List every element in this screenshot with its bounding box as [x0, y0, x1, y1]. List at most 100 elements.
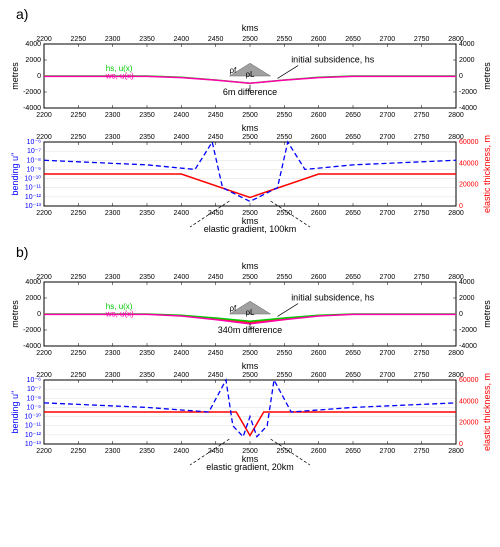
svg-text:2550: 2550 [277, 36, 293, 43]
ylabel-right: metres [482, 62, 492, 90]
svg-text:2550: 2550 [277, 350, 293, 357]
rho-l-label: ρL [246, 70, 256, 79]
svg-text:2550: 2550 [277, 112, 293, 119]
svg-text:-4000: -4000 [459, 343, 477, 350]
svg-text:0: 0 [459, 73, 463, 80]
gradient-label: elastic gradient, 20km [206, 462, 294, 472]
svg-text:2500: 2500 [242, 134, 258, 141]
svg-text:2650: 2650 [345, 274, 361, 281]
svg-text:2500: 2500 [242, 350, 258, 357]
svg-text:2450: 2450 [208, 372, 224, 379]
svg-text:10⁻¹²: 10⁻¹² [25, 432, 42, 439]
svg-text:2400: 2400 [174, 134, 190, 141]
svg-text:2000: 2000 [25, 295, 41, 302]
svg-text:60000: 60000 [459, 139, 479, 146]
svg-text:2650: 2650 [345, 350, 361, 357]
xlabel-top: kms [242, 123, 259, 133]
svg-text:2450: 2450 [208, 134, 224, 141]
xlabel-top: kms [242, 361, 259, 371]
svg-text:10⁻¹³: 10⁻¹³ [25, 203, 42, 210]
ws-legend: ws, u(x) [105, 71, 134, 80]
svg-text:2000: 2000 [459, 57, 475, 64]
svg-text:10⁻⁶: 10⁻⁶ [27, 139, 41, 146]
rho-f-label: ρf [229, 66, 237, 75]
svg-text:-2000: -2000 [23, 327, 41, 334]
svg-text:2650: 2650 [345, 112, 361, 119]
svg-text:2700: 2700 [380, 274, 396, 281]
svg-text:2750: 2750 [414, 210, 430, 217]
svg-text:2700: 2700 [380, 372, 396, 379]
svg-text:2350: 2350 [139, 372, 155, 379]
svg-text:2650: 2650 [345, 210, 361, 217]
svg-text:2350: 2350 [139, 448, 155, 455]
svg-text:10⁻¹⁰: 10⁻¹⁰ [24, 175, 41, 183]
svg-text:2750: 2750 [414, 134, 430, 141]
svg-text:2300: 2300 [105, 112, 121, 119]
gradient-label: elastic gradient, 100km [204, 224, 297, 234]
svg-text:2300: 2300 [105, 274, 121, 281]
svg-text:2250: 2250 [71, 350, 87, 357]
svg-text:2200: 2200 [36, 210, 52, 217]
svg-text:2500: 2500 [242, 112, 258, 119]
svg-text:2450: 2450 [208, 350, 224, 357]
svg-text:10⁻¹⁰: 10⁻¹⁰ [24, 413, 41, 421]
svg-text:-4000: -4000 [459, 105, 477, 112]
panel-b-top-chart: kms2200220022502250230023002350235024002… [8, 260, 492, 360]
svg-text:2600: 2600 [311, 448, 327, 455]
svg-text:2800: 2800 [448, 112, 464, 119]
svg-text:2250: 2250 [71, 36, 87, 43]
svg-text:-2000: -2000 [23, 89, 41, 96]
svg-text:2500: 2500 [242, 372, 258, 379]
xlabel-top: kms [242, 261, 259, 271]
svg-text:2400: 2400 [174, 274, 190, 281]
svg-text:2750: 2750 [414, 36, 430, 43]
svg-text:10⁻⁹: 10⁻⁹ [27, 166, 41, 173]
ylabel-right: elastic thickness, m [482, 373, 492, 451]
svg-text:60000: 60000 [459, 377, 479, 384]
svg-text:2500: 2500 [242, 274, 258, 281]
svg-text:20000: 20000 [459, 420, 479, 427]
svg-text:2400: 2400 [174, 350, 190, 357]
svg-text:2600: 2600 [311, 372, 327, 379]
svg-text:10⁻⁸: 10⁻⁸ [27, 395, 41, 402]
svg-text:2000: 2000 [459, 295, 475, 302]
ylabel-left: metres [10, 300, 20, 328]
svg-text:2600: 2600 [311, 350, 327, 357]
ylabel-right: metres [482, 300, 492, 328]
subsidence-label: initial subsidence, hs [291, 292, 375, 302]
svg-text:40000: 40000 [459, 160, 479, 167]
svg-text:2800: 2800 [448, 210, 464, 217]
svg-text:2700: 2700 [380, 210, 396, 217]
svg-text:2750: 2750 [414, 112, 430, 119]
svg-text:-4000: -4000 [23, 343, 41, 350]
svg-text:2700: 2700 [380, 350, 396, 357]
svg-text:2300: 2300 [105, 350, 121, 357]
svg-text:2350: 2350 [139, 210, 155, 217]
panel-a-top-chart: kms2200220022502250230023002350235024002… [8, 22, 492, 122]
svg-text:0: 0 [459, 311, 463, 318]
svg-text:2250: 2250 [71, 134, 87, 141]
svg-text:2600: 2600 [311, 210, 327, 217]
svg-text:2300: 2300 [105, 134, 121, 141]
figure: a) kms2200220022502250230023002350235024… [0, 0, 500, 476]
svg-text:2700: 2700 [380, 448, 396, 455]
ylabel-right: elastic thickness, m [482, 135, 492, 213]
svg-text:2800: 2800 [448, 448, 464, 455]
panel-b-label: b) [16, 244, 492, 260]
svg-text:2650: 2650 [345, 36, 361, 43]
thickness-line [44, 174, 456, 197]
svg-text:10⁻⁶: 10⁻⁶ [27, 377, 41, 384]
panel-a-bottom-chart: kms2200220022502250230023002350235024002… [8, 122, 492, 234]
svg-text:2700: 2700 [380, 36, 396, 43]
svg-text:2300: 2300 [105, 372, 121, 379]
svg-text:2650: 2650 [345, 448, 361, 455]
svg-text:2600: 2600 [311, 134, 327, 141]
svg-text:4000: 4000 [25, 279, 41, 286]
svg-text:2250: 2250 [71, 210, 87, 217]
svg-text:2200: 2200 [36, 350, 52, 357]
svg-text:2650: 2650 [345, 134, 361, 141]
svg-text:2450: 2450 [208, 274, 224, 281]
svg-text:-2000: -2000 [459, 327, 477, 334]
svg-text:2450: 2450 [208, 112, 224, 119]
svg-text:2550: 2550 [277, 134, 293, 141]
